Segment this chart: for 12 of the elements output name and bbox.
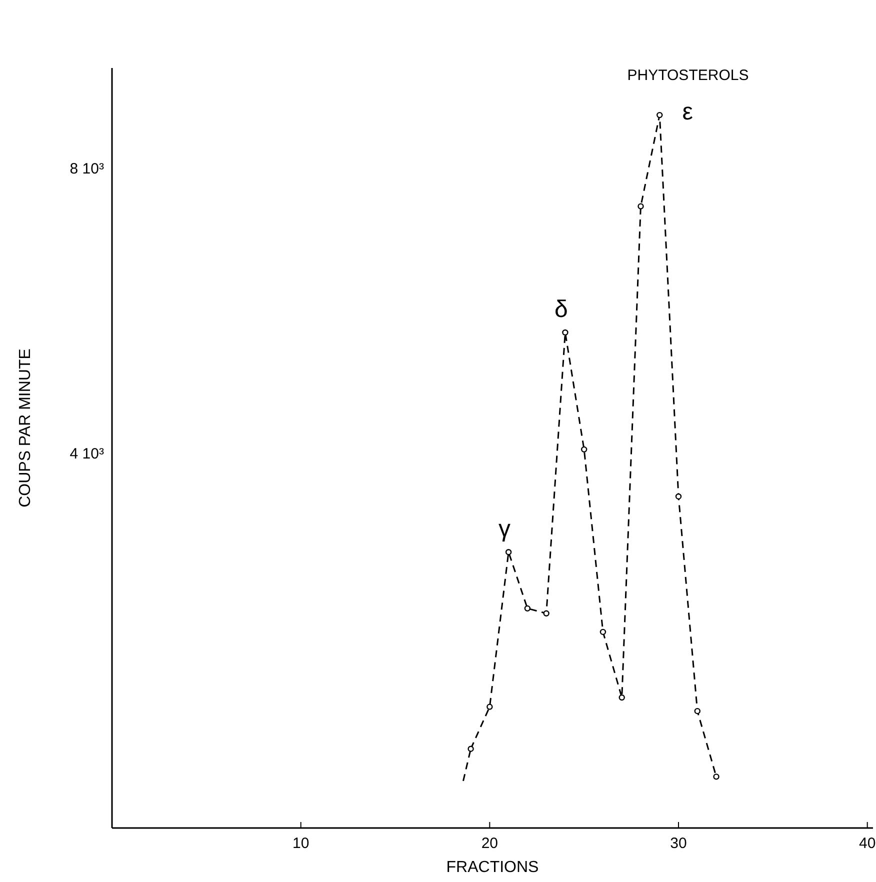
text: 8 10³ — [70, 160, 104, 178]
x-axis-title: FRACTIONS — [446, 859, 539, 876]
x-tick-label: 10 — [292, 835, 310, 852]
text: PHYTOSTEROLS — [627, 67, 749, 84]
x-tick-label: 30 — [670, 835, 687, 852]
annotation: ε — [682, 98, 694, 126]
x-tick-label: 20 — [481, 835, 498, 852]
text: 4 10³ — [70, 445, 104, 462]
y-axis-title: COUPS PAR MINUTE — [17, 348, 34, 508]
x-tick-label: 40 — [858, 835, 876, 852]
annotation: γ — [498, 515, 511, 542]
annotation: δ — [554, 296, 568, 323]
